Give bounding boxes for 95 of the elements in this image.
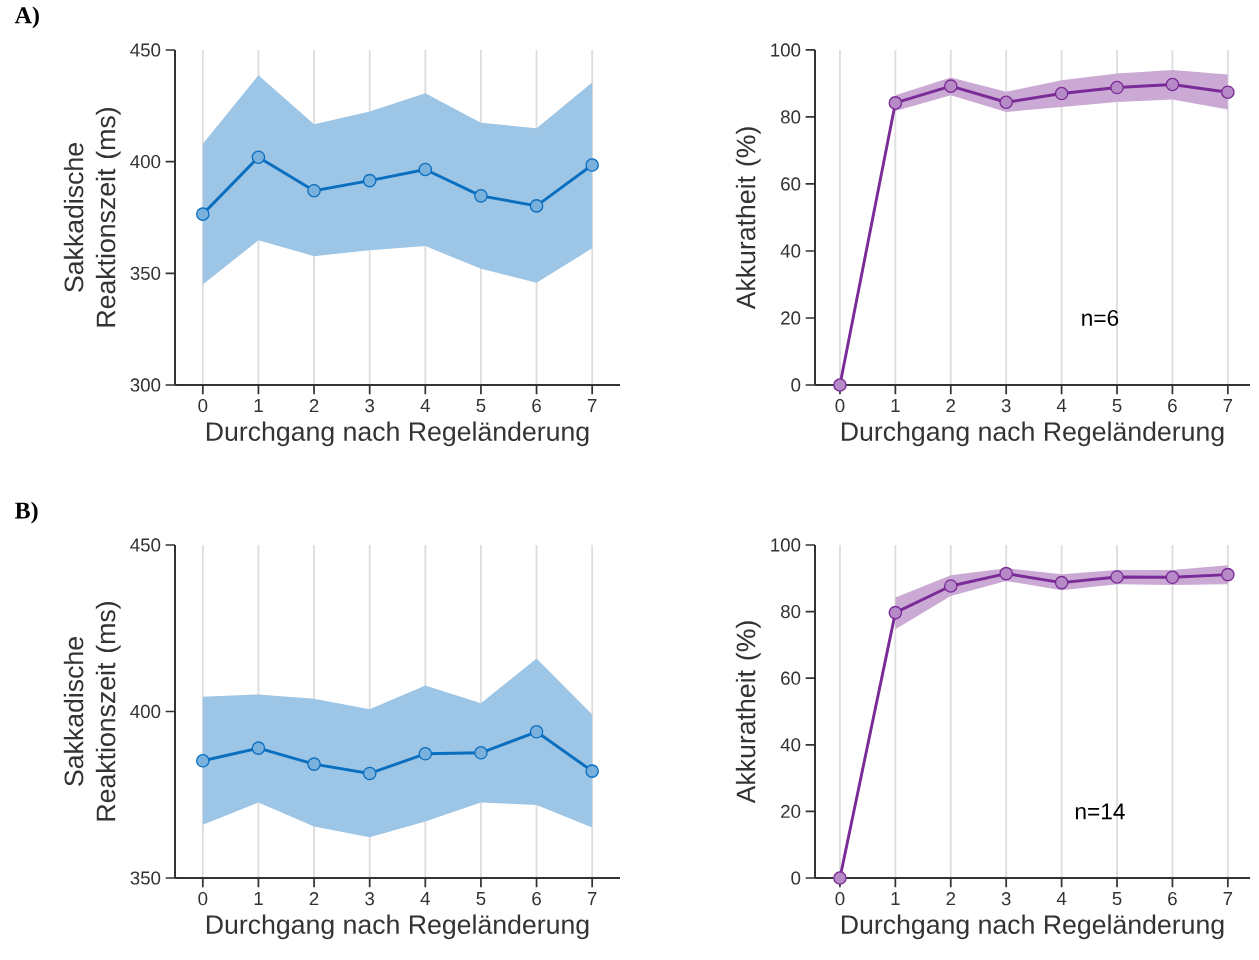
point	[474, 189, 488, 203]
point	[1054, 575, 1069, 590]
y-tick-label: 450	[130, 43, 161, 57]
point	[1221, 567, 1235, 582]
point	[307, 757, 321, 771]
y-axis-title: Akkuratheit (%)	[735, 621, 761, 804]
x-tick-label: 3	[365, 892, 375, 906]
annotation: n=6	[1082, 309, 1119, 327]
x-axis-title: Durchgang nach Regeländerung	[206, 421, 589, 447]
chart-title: B)	[15, 501, 38, 524]
y-tick-label: 350	[130, 871, 161, 885]
x-tick-label: 6	[1168, 892, 1177, 906]
point	[1165, 77, 1180, 92]
x-tick-label: 0	[198, 892, 208, 906]
point	[307, 183, 321, 198]
x-tick-label: 2	[309, 892, 319, 906]
x-axis-title: Durchgang nach Regeländerung	[841, 421, 1224, 447]
x-tick-label: 4	[1056, 399, 1067, 412]
point	[362, 766, 377, 781]
x-tick-label: 6	[1168, 399, 1177, 413]
point	[418, 746, 433, 761]
y-tick-label: 20	[781, 311, 801, 325]
y-tick-label: 60	[781, 671, 801, 685]
point	[418, 162, 433, 177]
y-axis-title: Sakkadische Reaktionszeit (ms)	[63, 108, 121, 327]
point	[1110, 80, 1124, 95]
x-tick-label: 6	[532, 399, 541, 413]
x-axis-title: Durchgang nach Regeländerung	[206, 914, 589, 940]
point	[888, 605, 903, 620]
x-tick-label: 0	[198, 399, 208, 413]
x-tick-label: 4	[420, 892, 430, 905]
point	[196, 753, 210, 768]
point	[474, 745, 488, 760]
point	[585, 764, 599, 778]
y-tick-label: 20	[781, 804, 801, 819]
x-tick-label: 1	[254, 892, 263, 905]
y-tick-label: 0	[791, 378, 801, 392]
point	[943, 79, 958, 93]
y-tick-label: 80	[781, 604, 801, 619]
point	[529, 199, 544, 213]
y-tick-label: 40	[780, 244, 801, 258]
y-axis-title: Sakkadische Reaktionszeit (ms)	[63, 602, 121, 821]
y-tick-label: 40	[780, 738, 801, 752]
point	[362, 173, 377, 188]
x-tick-label: 2	[946, 399, 956, 413]
x-tick-label: 6	[532, 892, 541, 906]
point	[1054, 86, 1069, 101]
point	[1221, 85, 1235, 100]
point	[999, 95, 1013, 110]
point	[888, 96, 903, 110]
x-tick-label: 2	[946, 892, 956, 906]
x-tick-label: 5	[1112, 892, 1122, 906]
x-tick-label: 7	[587, 892, 597, 905]
x-tick-label: 2	[309, 399, 319, 413]
point	[251, 741, 266, 755]
y-tick-label: 0	[791, 871, 801, 885]
x-tick-label: 5	[476, 892, 486, 906]
y-tick-label: 100	[771, 43, 801, 57]
point	[999, 566, 1013, 581]
point	[943, 579, 958, 593]
y-tick-label: 300	[130, 378, 161, 392]
y-tick-label: 400	[130, 155, 161, 169]
y-tick-label: 350	[130, 266, 161, 280]
y-axis-title: Akkuratheit (%)	[735, 127, 761, 310]
point	[585, 158, 599, 172]
point	[833, 871, 847, 885]
x-tick-label: 5	[476, 399, 486, 413]
x-tick-label: 3	[1001, 399, 1011, 413]
x-tick-label: 7	[587, 399, 597, 412]
x-tick-label: 4	[1056, 892, 1067, 905]
y-tick-label: 400	[130, 704, 161, 719]
x-tick-label: 5	[1112, 399, 1122, 413]
point	[833, 378, 847, 392]
y-tick-label: 80	[781, 110, 801, 124]
x-tick-label: 7	[1223, 399, 1233, 412]
annotation: n=14	[1075, 803, 1125, 820]
point	[1110, 570, 1124, 584]
y-tick-label: 100	[771, 538, 801, 552]
x-tick-label: 7	[1223, 892, 1233, 905]
x-tick-label: 3	[1001, 892, 1011, 906]
x-tick-label: 1	[254, 399, 263, 412]
point	[196, 207, 210, 221]
x-tick-label: 3	[365, 399, 375, 413]
point	[251, 150, 266, 164]
y-tick-label: 450	[130, 538, 161, 552]
point	[529, 725, 544, 739]
x-tick-label: 1	[891, 399, 900, 412]
x-axis-title: Durchgang nach Regeländerung	[841, 914, 1224, 940]
x-tick-label: 4	[420, 399, 430, 412]
point	[1165, 570, 1180, 585]
chart-title: A)	[14, 6, 39, 29]
y-tick-label: 60	[781, 177, 801, 191]
x-tick-label: 0	[835, 399, 845, 413]
x-tick-label: 1	[891, 892, 900, 905]
x-tick-label: 0	[835, 892, 845, 906]
